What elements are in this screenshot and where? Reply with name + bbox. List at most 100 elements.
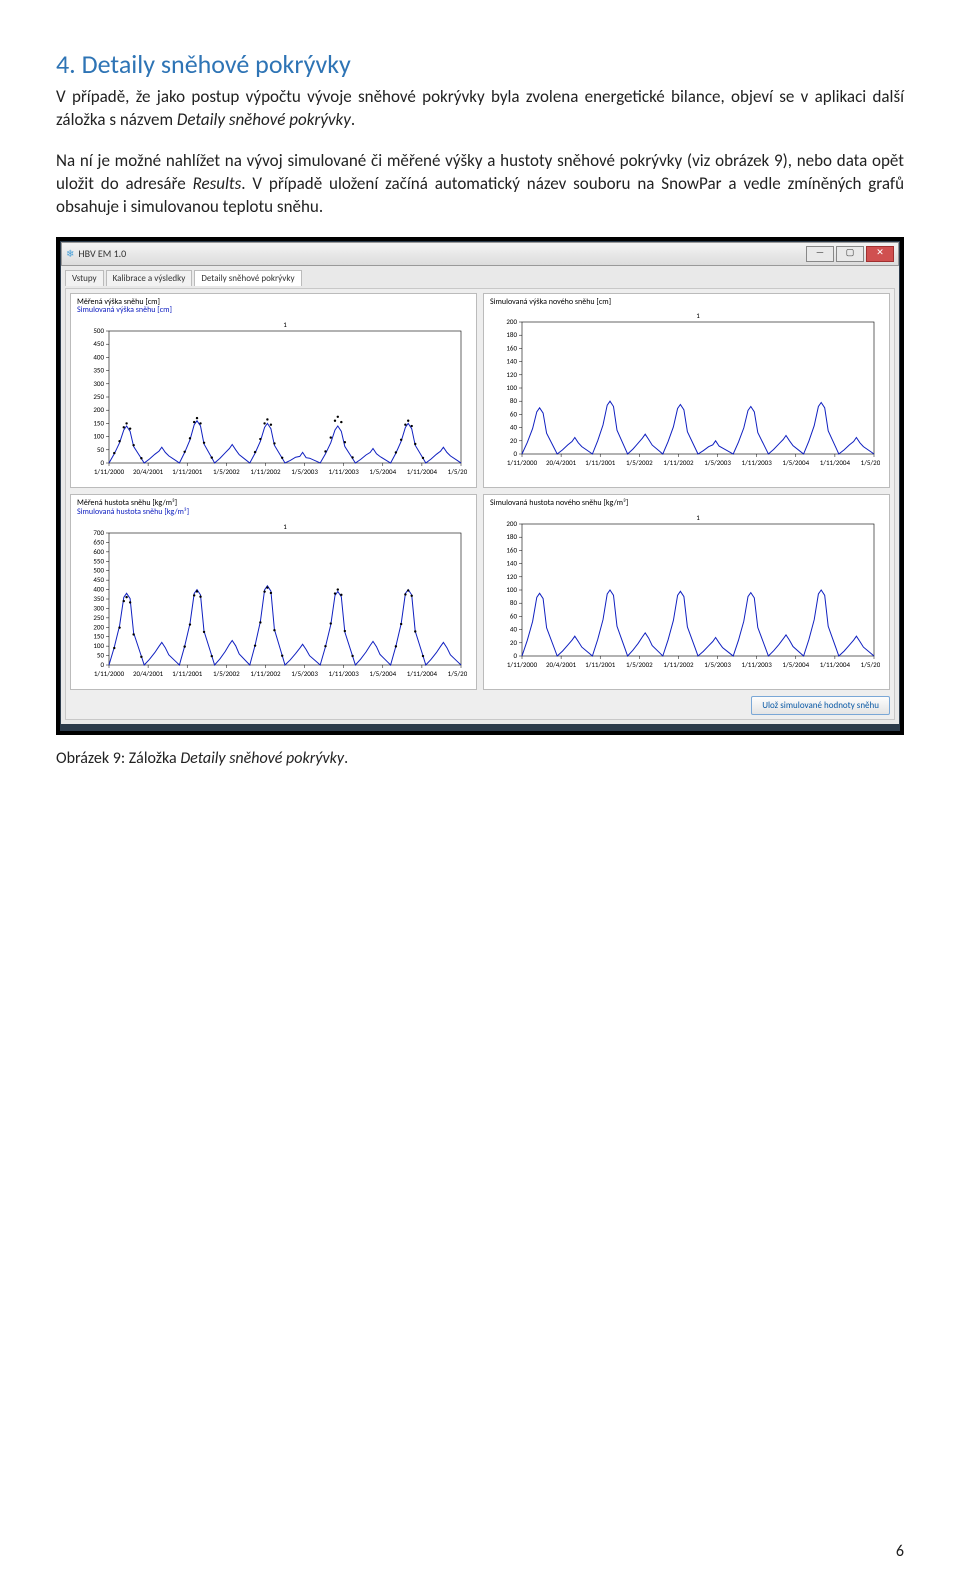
- chart-title-line: Simulovaná výška nového sněhu [cm]: [490, 298, 883, 307]
- figure-caption: Obrázek 9: Záložka Detaily sněhové pokrý…: [56, 749, 904, 768]
- svg-text:250: 250: [93, 392, 104, 401]
- svg-text:400: 400: [93, 584, 104, 593]
- text: .: [344, 749, 348, 768]
- paragraph-1: V případě, že jako postup výpočtu vývoje…: [56, 86, 904, 132]
- svg-text:400: 400: [93, 353, 104, 362]
- section-title: Detaily sněhové pokrývky: [82, 48, 351, 80]
- svg-text:1: 1: [696, 513, 700, 522]
- svg-text:50: 50: [97, 445, 105, 454]
- tab-2[interactable]: Detaily sněhové pokrývky: [194, 270, 301, 286]
- svg-text:1/11/2000: 1/11/2000: [94, 669, 125, 678]
- svg-text:1/5/2002: 1/5/2002: [213, 467, 240, 476]
- minimize-button[interactable]: —: [806, 246, 834, 262]
- svg-text:500: 500: [93, 326, 104, 335]
- paragraph-2: Na ní je možné nahlížet na vývoj simulov…: [56, 150, 904, 219]
- svg-text:1/5/2002: 1/5/2002: [626, 458, 653, 467]
- svg-text:650: 650: [93, 537, 104, 546]
- svg-text:100: 100: [506, 585, 517, 594]
- svg-text:1/11/2003: 1/11/2003: [329, 467, 360, 476]
- svg-text:300: 300: [93, 603, 104, 612]
- svg-text:1/11/2004: 1/11/2004: [820, 458, 851, 467]
- svg-text:140: 140: [506, 357, 517, 366]
- maximize-button[interactable]: ▢: [836, 246, 864, 262]
- svg-text:100: 100: [93, 432, 104, 441]
- svg-text:1/11/2000: 1/11/2000: [94, 467, 125, 476]
- svg-text:1/11/2002: 1/11/2002: [250, 467, 281, 476]
- svg-text:1/5/2004: 1/5/2004: [782, 660, 809, 669]
- svg-text:1/5/2005: 1/5/2005: [861, 458, 880, 467]
- section-number: 4.: [56, 48, 76, 80]
- tab-1[interactable]: Kalibrace a výsledky: [106, 270, 193, 286]
- svg-text:0: 0: [513, 651, 517, 660]
- folder-italic: Results: [193, 173, 242, 194]
- svg-text:150: 150: [93, 632, 104, 641]
- svg-text:350: 350: [93, 594, 104, 603]
- svg-text:80: 80: [510, 598, 518, 607]
- svg-text:1/11/2004: 1/11/2004: [407, 467, 438, 476]
- svg-text:20/4/2001: 20/4/2001: [546, 458, 577, 467]
- svg-text:160: 160: [506, 344, 517, 353]
- svg-text:1/11/2003: 1/11/2003: [329, 669, 360, 678]
- svg-text:1: 1: [283, 522, 287, 531]
- svg-text:200: 200: [93, 622, 104, 631]
- svg-text:60: 60: [510, 410, 518, 419]
- svg-text:1/5/2002: 1/5/2002: [626, 660, 653, 669]
- chart-panel: Měřená hustota sněhu [kg/m³]Simulovaná h…: [70, 494, 477, 690]
- svg-text:80: 80: [510, 397, 518, 406]
- svg-text:200: 200: [93, 405, 104, 414]
- svg-text:20/4/2001: 20/4/2001: [133, 669, 164, 678]
- chart-title-line: Simulovaná hustota nového sněhu [kg/m³]: [490, 499, 883, 508]
- titlebar: ❄ HBV EM 1.0 — ▢ ✕: [61, 242, 899, 266]
- tab-0[interactable]: Vstupy: [65, 270, 104, 286]
- svg-text:150: 150: [93, 419, 104, 428]
- text: Obrázek 9: Záložka: [56, 749, 180, 768]
- svg-text:1/11/2003: 1/11/2003: [742, 660, 773, 669]
- svg-text:20: 20: [510, 638, 518, 647]
- svg-text:1/11/2002: 1/11/2002: [663, 660, 694, 669]
- svg-text:200: 200: [506, 317, 517, 326]
- svg-text:450: 450: [93, 339, 104, 348]
- app-icon: ❄: [66, 247, 74, 260]
- chart-panel: Simulovaná výška nového sněhu [cm] 0 20 40 6…: [483, 293, 890, 489]
- app-title: HBV EM 1.0: [78, 247, 126, 260]
- svg-text:1/11/2004: 1/11/2004: [820, 660, 851, 669]
- svg-text:1/5/2003: 1/5/2003: [291, 467, 318, 476]
- tab-bar: VstupyKalibrace a výsledkyDetaily sněhov…: [65, 270, 895, 286]
- svg-text:1: 1: [283, 320, 287, 329]
- svg-text:40: 40: [510, 423, 518, 432]
- chart-panel: Měřená výška sněhu [cm]Simulovaná výška …: [70, 293, 477, 489]
- svg-text:0: 0: [513, 449, 517, 458]
- svg-text:0: 0: [100, 458, 104, 467]
- svg-text:1/5/2005: 1/5/2005: [448, 467, 467, 476]
- svg-text:1/11/2002: 1/11/2002: [250, 669, 281, 678]
- svg-text:20/4/2001: 20/4/2001: [133, 467, 164, 476]
- svg-text:180: 180: [506, 331, 517, 340]
- svg-text:120: 120: [506, 370, 517, 379]
- charts-grid: Měřená výška sněhu [cm]Simulovaná výška …: [70, 293, 890, 690]
- svg-text:1/5/2005: 1/5/2005: [861, 660, 880, 669]
- svg-text:100: 100: [506, 383, 517, 392]
- svg-text:600: 600: [93, 547, 104, 556]
- window-controls: — ▢ ✕: [806, 246, 894, 262]
- svg-text:350: 350: [93, 366, 104, 375]
- svg-text:1/11/2001: 1/11/2001: [172, 669, 203, 678]
- svg-text:20: 20: [510, 436, 518, 445]
- svg-text:1/11/2002: 1/11/2002: [663, 458, 694, 467]
- svg-text:1/11/2004: 1/11/2004: [407, 669, 438, 678]
- svg-text:1/11/2000: 1/11/2000: [507, 660, 538, 669]
- tab-panel: Měřená výška sněhu [cm]Simulovaná výška …: [65, 288, 895, 720]
- close-button[interactable]: ✕: [866, 246, 894, 262]
- svg-text:40: 40: [510, 625, 518, 634]
- svg-text:1/5/2003: 1/5/2003: [704, 458, 731, 467]
- tab-name-italic: Detaily sněhové pokrývky: [177, 109, 351, 130]
- svg-text:1/5/2004: 1/5/2004: [782, 458, 809, 467]
- svg-text:1/5/2002: 1/5/2002: [213, 669, 240, 678]
- section-heading: 4. Detaily sněhové pokrývky: [56, 48, 904, 80]
- svg-text:50: 50: [97, 650, 105, 659]
- svg-text:1/5/2005: 1/5/2005: [448, 669, 467, 678]
- svg-text:450: 450: [93, 575, 104, 584]
- page-number: 6: [896, 1542, 904, 1561]
- save-snow-values-button[interactable]: Ulož simulované hodnoty sněhu: [751, 696, 890, 715]
- svg-text:100: 100: [93, 641, 104, 650]
- svg-text:300: 300: [93, 379, 104, 388]
